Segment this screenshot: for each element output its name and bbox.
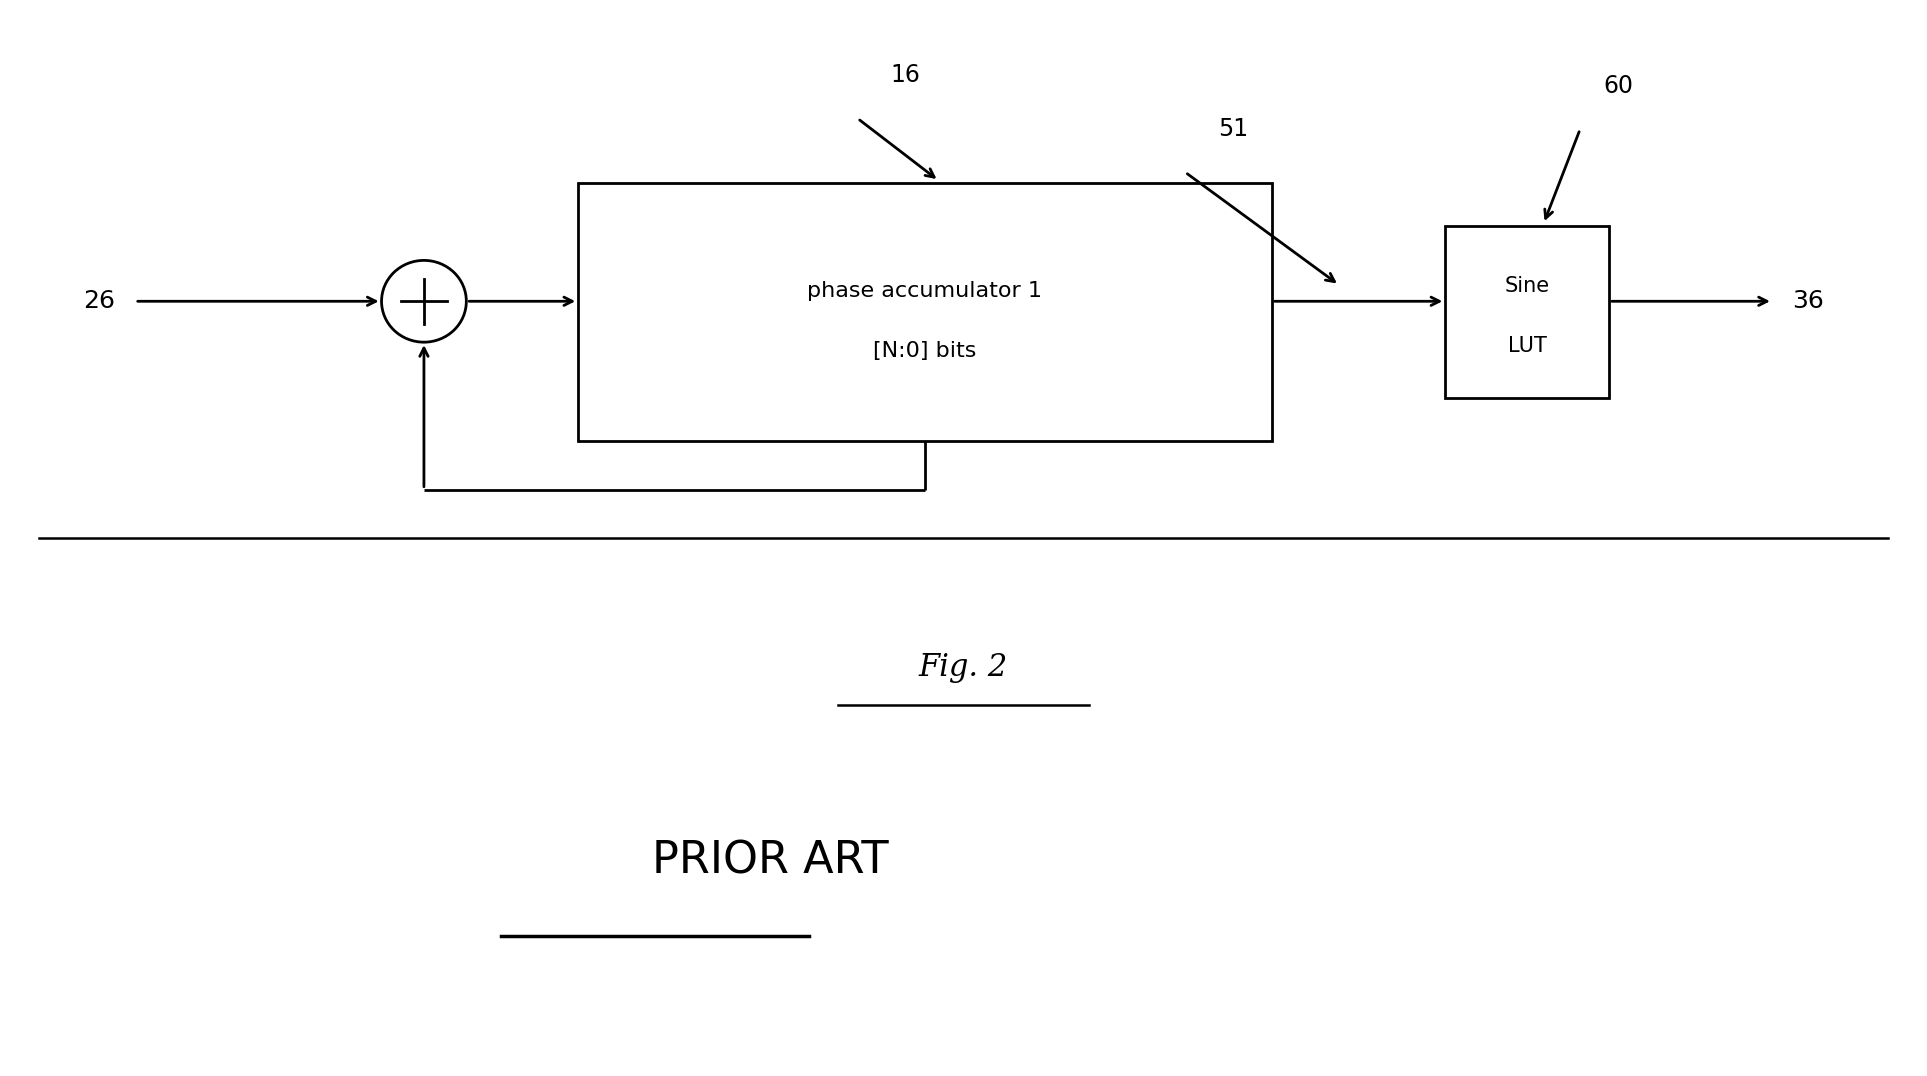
Text: Sine: Sine (1505, 277, 1549, 296)
Bar (578, 183, 1272, 441)
Text: phase accumulator 1: phase accumulator 1 (807, 282, 1043, 301)
Text: 16: 16 (890, 63, 921, 87)
Bar (1445, 226, 1609, 398)
Text: 26: 26 (83, 289, 116, 313)
Text: [N:0] bits: [N:0] bits (873, 341, 977, 360)
Text: PRIOR ART: PRIOR ART (653, 839, 888, 882)
Text: 60: 60 (1603, 74, 1634, 98)
Text: 51: 51 (1218, 117, 1249, 141)
Text: Fig. 2: Fig. 2 (919, 652, 1008, 682)
Text: LUT: LUT (1507, 337, 1547, 356)
Text: 36: 36 (1792, 289, 1825, 313)
